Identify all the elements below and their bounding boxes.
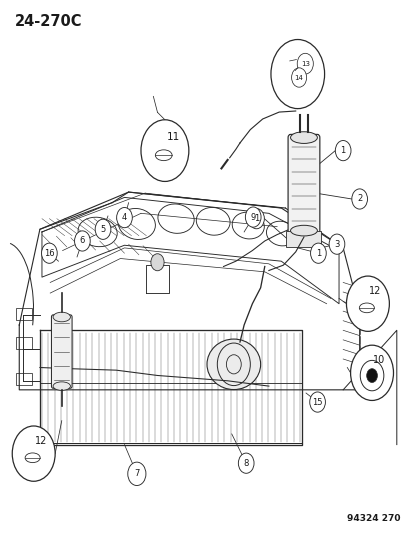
Text: 94324 270: 94324 270 [347, 514, 400, 523]
Text: 14: 14 [294, 75, 303, 80]
Ellipse shape [290, 132, 317, 143]
Text: 15: 15 [311, 398, 322, 407]
Circle shape [328, 234, 344, 254]
Text: 10: 10 [373, 356, 385, 366]
Ellipse shape [53, 312, 70, 322]
Circle shape [95, 219, 111, 239]
Circle shape [41, 243, 57, 263]
Circle shape [297, 53, 313, 74]
FancyBboxPatch shape [287, 134, 319, 234]
Text: 16: 16 [44, 249, 55, 258]
Ellipse shape [53, 382, 70, 390]
Bar [17, 308, 32, 320]
Circle shape [12, 426, 55, 481]
Text: 2: 2 [356, 195, 361, 204]
Text: 1: 1 [340, 146, 345, 155]
Circle shape [245, 207, 261, 227]
Text: 1: 1 [315, 249, 320, 258]
Circle shape [238, 453, 254, 473]
Circle shape [309, 392, 325, 412]
Text: 6: 6 [80, 237, 85, 246]
Circle shape [74, 231, 90, 251]
Bar [17, 337, 32, 349]
Circle shape [270, 39, 324, 109]
Text: 8: 8 [243, 459, 248, 467]
Circle shape [366, 369, 377, 383]
Circle shape [346, 276, 389, 332]
Text: 3: 3 [333, 240, 339, 249]
Circle shape [310, 243, 325, 263]
Text: 24-270C: 24-270C [15, 14, 83, 29]
FancyBboxPatch shape [51, 315, 72, 388]
Circle shape [335, 141, 350, 161]
Ellipse shape [290, 225, 317, 236]
Text: 11: 11 [166, 132, 180, 142]
Bar [286, 231, 321, 247]
Circle shape [248, 208, 264, 229]
Text: 1: 1 [253, 214, 259, 223]
Text: 13: 13 [300, 61, 309, 67]
Ellipse shape [206, 339, 260, 390]
Text: 12: 12 [35, 436, 47, 446]
Bar [17, 373, 32, 384]
Circle shape [351, 189, 367, 209]
Text: 9: 9 [250, 213, 255, 222]
Circle shape [116, 207, 132, 228]
Circle shape [350, 345, 392, 400]
Circle shape [150, 254, 164, 271]
Text: 5: 5 [100, 225, 105, 234]
Text: 12: 12 [368, 286, 381, 296]
Text: 7: 7 [134, 470, 139, 478]
Circle shape [128, 462, 145, 486]
Text: 4: 4 [121, 213, 127, 222]
Circle shape [291, 68, 306, 87]
Circle shape [141, 120, 188, 181]
